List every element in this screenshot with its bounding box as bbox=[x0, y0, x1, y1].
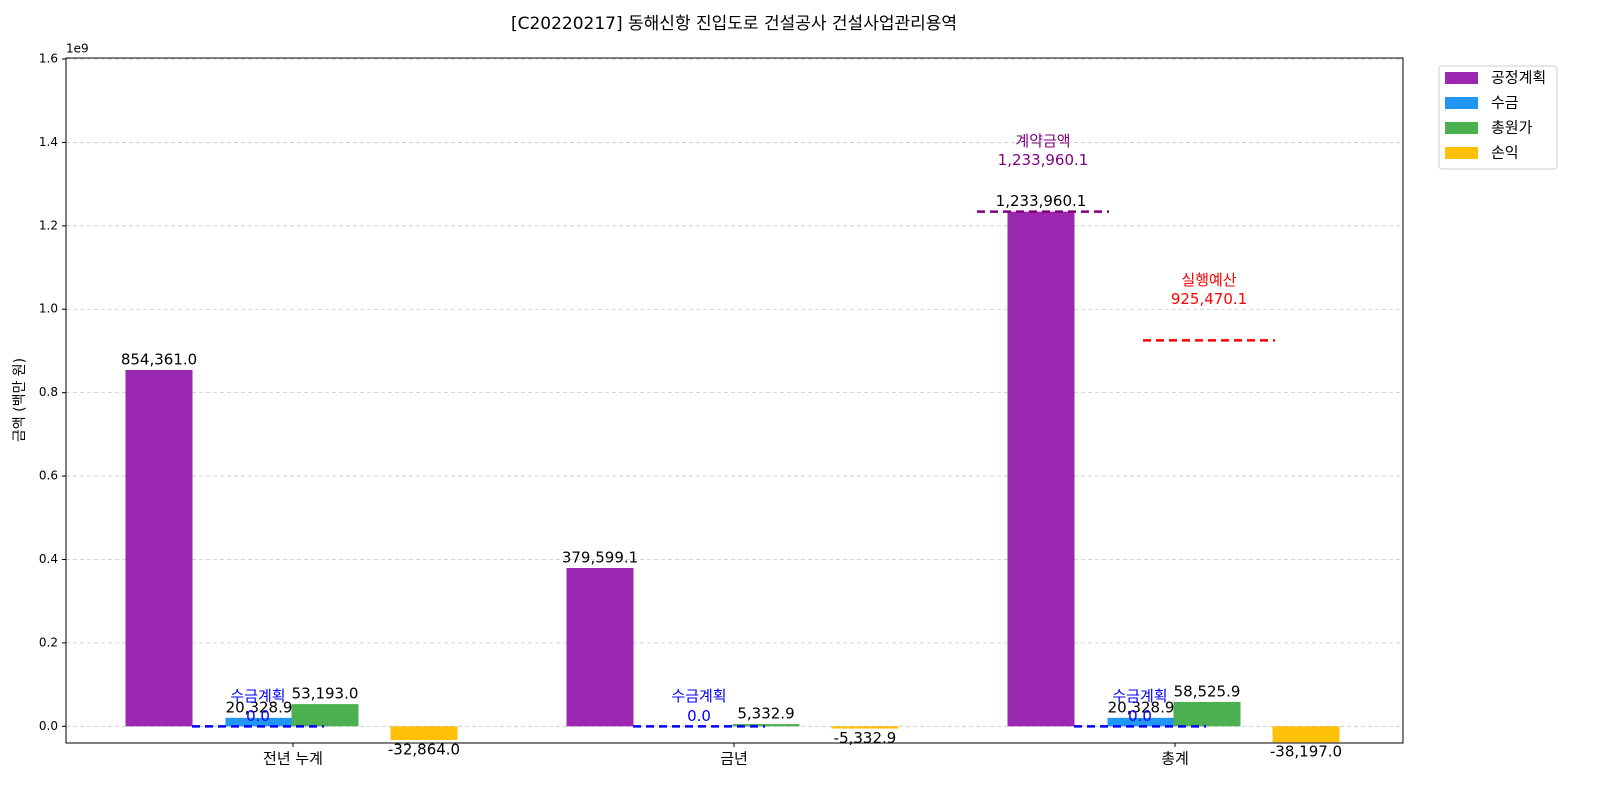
bar bbox=[390, 726, 458, 741]
bar bbox=[1173, 701, 1241, 727]
bar bbox=[566, 567, 634, 727]
chart-title: [C20220217] 동해신항 진입도로 건설공사 건설사업관리용역 bbox=[511, 14, 957, 34]
data-label: 379,599.1 bbox=[562, 548, 638, 566]
legend-swatch bbox=[1445, 97, 1478, 109]
y-tick-label: 0.4 bbox=[39, 552, 58, 566]
bar bbox=[1272, 726, 1340, 743]
data-label: -38,197.0 bbox=[1270, 743, 1342, 761]
x-tick-label: 금년 bbox=[720, 750, 748, 768]
y-tick-label: 1.4 bbox=[39, 135, 58, 149]
legend-swatch bbox=[1445, 147, 1478, 159]
data-label: 20,328.9 bbox=[226, 698, 293, 716]
reference-line-label: 925,470.1 bbox=[1171, 290, 1247, 308]
x-tick-label: 전년 누계 bbox=[263, 750, 323, 768]
plot-frame bbox=[65, 57, 1404, 744]
legend-box bbox=[1438, 65, 1558, 170]
legend-label: 공정계획 bbox=[1491, 69, 1546, 87]
y-tick-label: 1.2 bbox=[39, 218, 58, 232]
y-offset-label: 1e9 bbox=[66, 42, 89, 56]
plan-line-label: 0.0 bbox=[687, 707, 711, 725]
reference-line-name: 계약금액 bbox=[1015, 132, 1070, 150]
y-tick-label: 0.2 bbox=[39, 635, 58, 649]
legend-swatch bbox=[1445, 72, 1478, 84]
data-label: 854,361.0 bbox=[121, 350, 197, 368]
legend-label: 총원가 bbox=[1491, 119, 1533, 137]
x-tick-label: 총계 bbox=[1161, 750, 1189, 768]
plan-line-name: 수금계획 bbox=[671, 687, 726, 705]
data-label: 20,328.9 bbox=[1108, 698, 1175, 716]
plan-line-name: 수금계획 bbox=[1112, 687, 1167, 705]
legend-label: 수금 bbox=[1491, 94, 1519, 112]
y-tick-label: 0.6 bbox=[39, 469, 58, 483]
bar bbox=[125, 369, 193, 727]
y-tick-label: 1.0 bbox=[39, 302, 58, 316]
data-label: -32,864.0 bbox=[388, 741, 460, 759]
plan-line-label: 0.0 bbox=[1128, 707, 1152, 725]
bar bbox=[225, 717, 293, 727]
bar bbox=[831, 726, 899, 729]
data-label: 5,332.9 bbox=[737, 705, 794, 723]
data-label: -5,332.9 bbox=[834, 729, 897, 747]
plan-line-name: 수금계획 bbox=[230, 687, 285, 705]
bar bbox=[732, 724, 800, 727]
data-label: 58,525.9 bbox=[1174, 682, 1241, 700]
data-label: 53,193.0 bbox=[292, 685, 359, 703]
legend-label: 손익 bbox=[1491, 144, 1519, 162]
plan-line-label: 0.0 bbox=[246, 707, 270, 725]
y-axis-label: 금액 (백만 원) bbox=[12, 358, 28, 442]
bar bbox=[291, 704, 359, 727]
y-tick-label: 0.0 bbox=[39, 719, 58, 733]
y-tick-label: 0.8 bbox=[39, 385, 58, 399]
reference-line-label: 1,233,960.1 bbox=[998, 151, 1089, 169]
reference-line-name: 실행예산 bbox=[1181, 271, 1236, 289]
data-label: 1,233,960.1 bbox=[996, 192, 1087, 210]
bar bbox=[1107, 717, 1175, 727]
legend-swatch bbox=[1445, 122, 1478, 134]
y-tick-label: 1.6 bbox=[39, 52, 58, 66]
bar bbox=[1007, 211, 1075, 727]
